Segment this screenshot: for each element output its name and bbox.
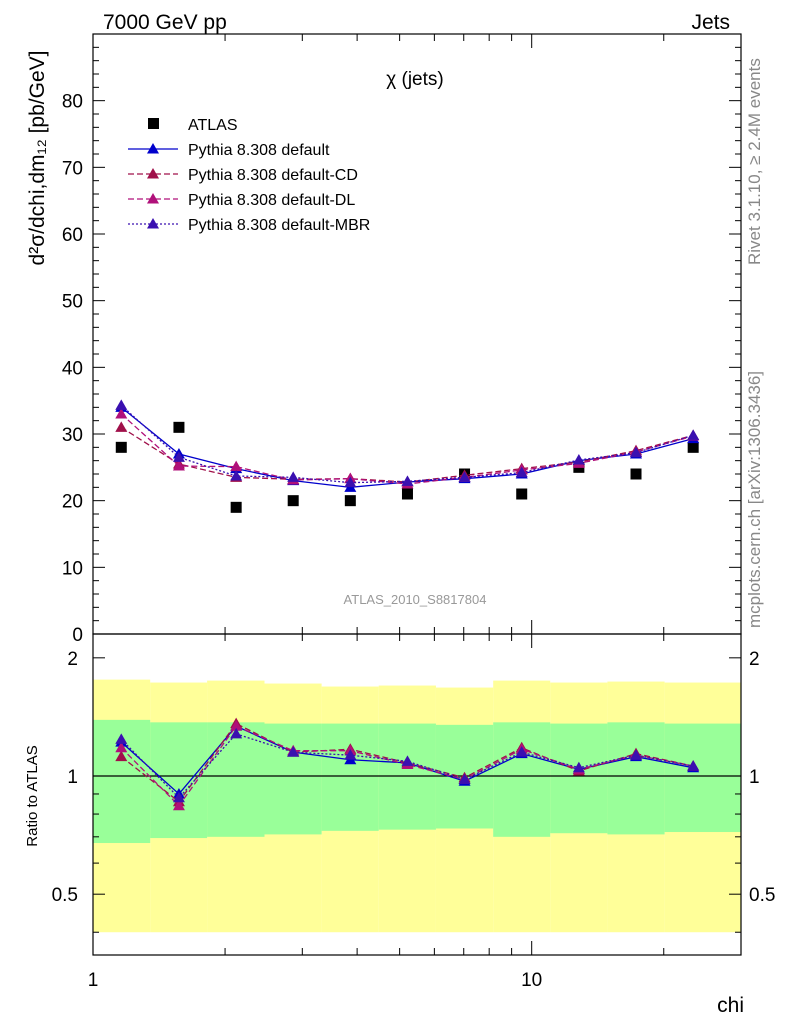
x-tick-label: 1 [88, 970, 99, 991]
pythia-8-308-default-mbr-point [630, 446, 643, 458]
pythia-8-308-default-mbr-point [287, 471, 300, 482]
ratio-pythia-8-308-default-mbr-point [287, 746, 300, 757]
atlas-data-point [173, 421, 185, 433]
legend-marker-pythia-8-308-default-mbr [147, 218, 159, 229]
pythia-8-308-default-mbr-point [172, 451, 185, 462]
mcplots-label: mcplots.cern.ch [arXiv:1306.3436] [745, 371, 764, 628]
main-y-tick-label: 60 [62, 225, 83, 246]
main-y-tick-label: 50 [62, 292, 83, 313]
green-uncertainty-band [321, 723, 379, 831]
chart-title: χ (jets) [386, 69, 443, 90]
legend-marker-pythia-8-308-default-cd [147, 168, 159, 179]
ratio-pythia-8-308-default-mbr-point [230, 727, 243, 739]
ratio-pythia-8-308-default-mbr-point [687, 760, 700, 771]
pythia-8-308-default-mbr-point [344, 476, 357, 488]
atlas-data-point [630, 468, 642, 480]
pythia-8-308-default-dl-point [115, 408, 128, 419]
main-y-axis-label: d²σ/dchi,dm₁₂ [pb/GeV] [26, 51, 49, 266]
atlas-data-point [516, 488, 528, 500]
ratio-y-axis-label: Ratio to ATLAS [24, 745, 41, 846]
ratio-y-tick-label: 2 [67, 649, 78, 670]
ratio-pythia-8-308-default-cd-point [115, 750, 128, 762]
x-axis-label: chi [717, 994, 744, 1017]
ratio-pythia-8-308-default-dl-point [172, 799, 185, 811]
green-uncertainty-band [264, 723, 322, 835]
pythia-8-308-default-line [120, 406, 694, 488]
green-uncertainty-band [664, 723, 741, 833]
pythia-8-308-default-mbr-point [458, 471, 471, 482]
pythia-8-308-default-mbr-point [230, 470, 243, 481]
ratio-y-tick-label-right: 0.5 [749, 885, 775, 906]
ratio-pythia-8-308-default-mbr-point [515, 746, 528, 757]
legend-marker-pythia-8-308-default [147, 143, 159, 154]
green-uncertainty-band [550, 723, 608, 834]
ratio-pythia-8-308-default-mbr-point [401, 755, 414, 766]
legend: ATLAS Pythia 8.308 default Pythia 8.308 de… [128, 117, 370, 234]
pythia-8-308-default-mbr-point [687, 429, 700, 440]
green-uncertainty-band [207, 722, 265, 837]
legend-marker-pythia-8-308-default-dl [147, 193, 159, 204]
analysis-label: ATLAS_2010_S8817804 [344, 592, 487, 607]
ratio-pythia-8-308-default-mbr-point [344, 749, 357, 760]
ratio-pythia-8-308-default-dl-line [120, 725, 694, 807]
ratio-y-tick-label: 1 [67, 767, 78, 788]
rivet-label: Rivet 3.1.10, ≥ 2.4M events [745, 58, 764, 265]
atlas-data-point [287, 495, 299, 507]
atlas-data-point [687, 441, 699, 453]
legend-label: Pythia 8.308 default [188, 142, 330, 159]
ratio-pythia-8-308-default-mbr-point [458, 773, 471, 784]
pythia-8-308-default-mbr-line [120, 404, 694, 484]
pythia-8-308-default-mbr-point [572, 454, 585, 465]
legend-marker-atlas [148, 118, 159, 129]
main-y-tick-label: 30 [62, 425, 83, 446]
legend-label: ATLAS [188, 117, 238, 134]
header-left: 7000 GeV pp [103, 11, 227, 34]
pythia-8-308-default-mbr-point [115, 399, 128, 410]
green-uncertainty-band [150, 722, 208, 839]
x-tick-label: 10 [521, 970, 542, 991]
atlas-data-point [344, 495, 356, 507]
main-panel: χ (jets) d²σ/dchi,dm₁₂ [pb/GeV] ATLAS_20… [26, 33, 742, 646]
ratio-pythia-8-308-default-mbr-point [115, 733, 128, 744]
pythia-8-308-default-dl-line [120, 413, 694, 485]
ratio-pythia-8-308-default-mbr-point [172, 791, 185, 803]
main-y-tick-label: 20 [62, 492, 83, 513]
legend-label: Pythia 8.308 default-CD [188, 167, 358, 184]
atlas-data-point [401, 488, 413, 500]
pythia-8-308-default-mbr-point [401, 475, 414, 486]
pythia-8-308-default-cd-line [120, 426, 694, 483]
green-uncertainty-band [607, 722, 665, 835]
legend-label: Pythia 8.308 default-MBR [188, 217, 370, 234]
green-uncertainty-band [378, 723, 436, 830]
pythia-8-308-default-cd-point [115, 421, 128, 432]
ratio-plot-frame [92, 633, 742, 956]
main-y-tick-label: 70 [62, 158, 83, 179]
ratio-pythia-8-308-default-mbr-point [630, 749, 643, 760]
ratio-pythia-8-308-default-dl-point [115, 741, 128, 753]
main-y-tick-label: 80 [62, 92, 83, 113]
pythia-8-308-default-dl-point [172, 460, 185, 471]
pythia-8-308-default-mbr-point [515, 466, 528, 478]
main-y-tick-label: 10 [62, 558, 83, 579]
ratio-pythia-8-308-default-dl-point [230, 720, 243, 731]
ratio-y-tick-label-right: 2 [749, 649, 760, 670]
ratio-panel: 0.5 0.5 1 1 2 2 1 10 Ratio to ATLAS chi [24, 633, 775, 1017]
atlas-data-point [230, 501, 242, 513]
main-y-tick-label: 40 [62, 358, 83, 379]
ratio-y-tick-label-right: 1 [749, 767, 760, 788]
main-y-tick-label: 0 [72, 625, 83, 646]
legend-label: Pythia 8.308 default-DL [188, 192, 355, 209]
green-uncertainty-band [493, 722, 551, 837]
ratio-pythia-8-308-default-mbr-line [120, 733, 694, 799]
header-right: Jets [691, 11, 730, 34]
pythia-8-308-default-dl-point [230, 460, 243, 472]
ratio-pythia-8-308-default-mbr-point [572, 761, 585, 773]
atlas-data-point [115, 441, 127, 453]
ratio-y-tick-label: 0.5 [52, 885, 78, 906]
